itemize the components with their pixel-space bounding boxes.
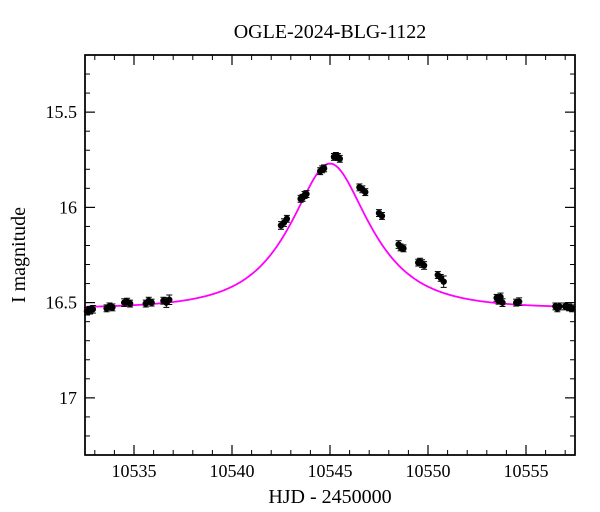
- data-point: [421, 262, 427, 268]
- chart-container: 10535 10540 10545 10550 10555 15.5 16 16.5 17 OGL…: [0, 0, 600, 512]
- y-tick-label: 16.5: [46, 293, 78, 313]
- x-tick-label: 10535: [112, 461, 157, 481]
- chart-title: OGLE-2024-BLG-1122: [234, 21, 427, 43]
- data-point: [148, 299, 154, 305]
- data-point: [516, 298, 522, 304]
- data-point: [284, 216, 290, 222]
- y-tick-label: 17: [59, 388, 77, 408]
- y-tick-label: 16: [59, 197, 77, 217]
- data-point: [109, 304, 115, 310]
- x-tick-label: 10540: [210, 461, 255, 481]
- x-tick-label: 10555: [504, 461, 549, 481]
- data-point: [337, 156, 343, 162]
- data-point: [556, 303, 562, 309]
- x-tick-label: 10550: [406, 461, 451, 481]
- y-tick-label: 15.5: [46, 102, 78, 122]
- x-axis-label: HJD - 2450000: [268, 486, 391, 508]
- data-point: [303, 191, 309, 197]
- data-point: [379, 213, 385, 219]
- data-point: [166, 297, 172, 303]
- x-tick-label: 10545: [308, 461, 353, 481]
- y-axis-label: I magnitude: [8, 207, 30, 303]
- data-point: [90, 306, 96, 312]
- data-point: [499, 299, 505, 305]
- data-point: [362, 189, 368, 195]
- data-point: [127, 300, 133, 306]
- data-point: [440, 278, 446, 284]
- light-curve-chart: 10535 10540 10545 10550 10555 15.5 16 16.5 17 OGL…: [0, 0, 600, 512]
- data-point: [400, 245, 406, 251]
- data-point: [321, 165, 327, 171]
